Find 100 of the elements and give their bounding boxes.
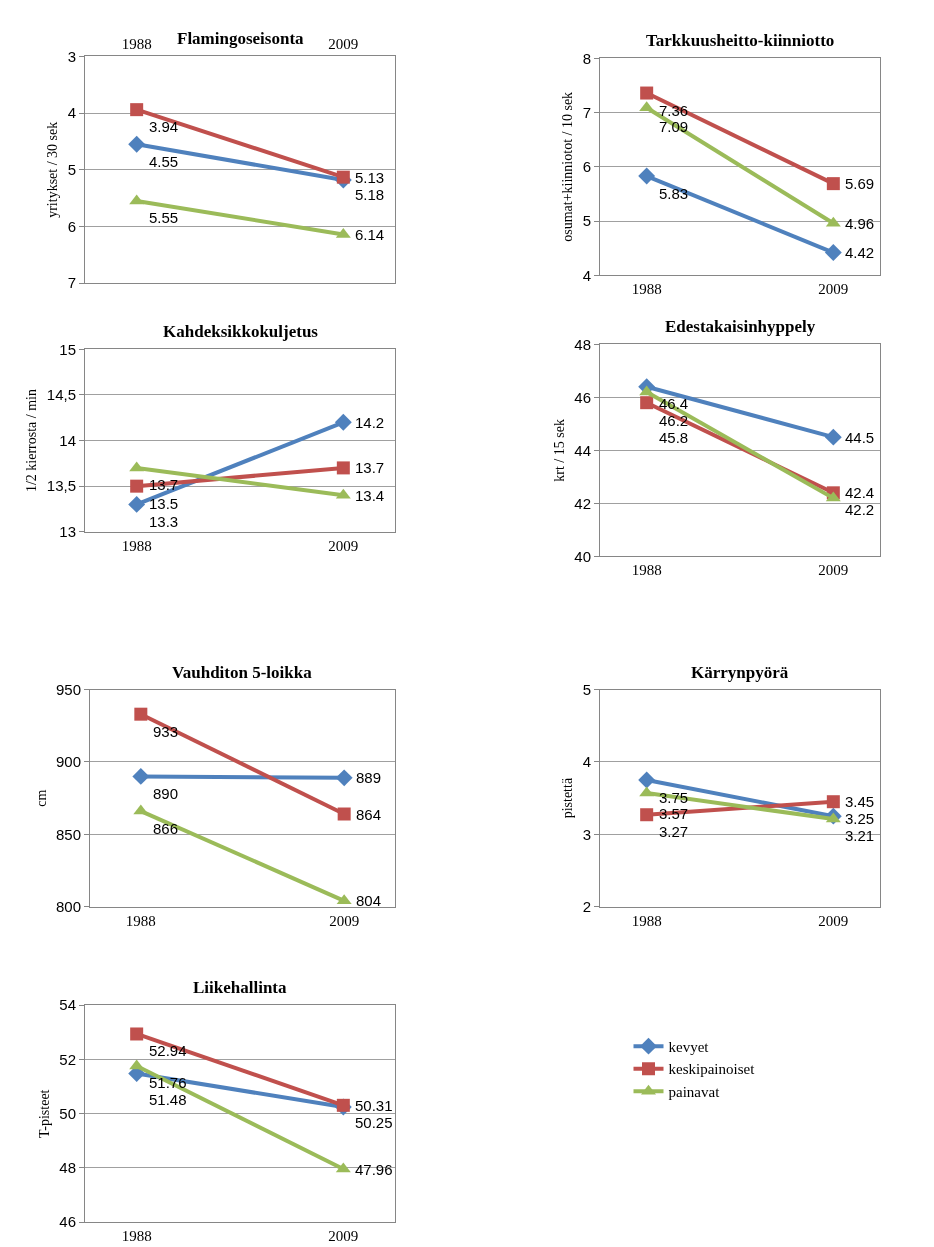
y-tick-label: 13	[59, 523, 76, 541]
y-tick-label: 3	[67, 47, 76, 65]
data-label: 42.4	[845, 484, 875, 501]
y-tick-label: 15	[59, 340, 76, 358]
point	[638, 771, 656, 789]
chart-title: Liikehallinta	[193, 978, 288, 997]
data-label: 4.42	[845, 244, 875, 261]
point	[336, 1098, 350, 1112]
data-label: 890	[153, 785, 179, 802]
y-tick-label: 7	[582, 103, 591, 121]
x-tick-label: 2009	[328, 537, 359, 554]
point	[824, 428, 842, 446]
data-label: 864	[356, 806, 382, 823]
data-label: 5.83	[659, 185, 689, 202]
y-tick-label: 48	[574, 335, 591, 353]
data-label: 933	[153, 723, 179, 740]
y-tick-label: 4	[582, 753, 591, 771]
y-tick-label: 800	[55, 897, 81, 915]
y-tick-label: 4	[582, 266, 591, 284]
x-tick-label: 2009	[818, 281, 849, 298]
data-label: 3.75	[659, 789, 689, 806]
y-tick-label: 6	[67, 217, 76, 235]
data-label: 51.48	[149, 1091, 187, 1108]
y-tick-label: 950	[55, 680, 81, 698]
x-tick-label: 2009	[818, 912, 849, 929]
data-label: 3.21	[845, 827, 875, 844]
y-axis-title: krt / 15 sek	[551, 419, 567, 482]
x-tick-label: 2009	[328, 1228, 359, 1245]
data-label: 4.96	[845, 215, 875, 232]
point	[638, 167, 656, 185]
data-label: 45.8	[659, 429, 689, 446]
x-tick-label: 1988	[121, 1228, 152, 1245]
data-label: 13.5	[149, 495, 179, 512]
data-label: 3.94	[149, 118, 179, 135]
x-tick-label: 1988	[125, 912, 156, 929]
x-tick-label: 2009	[329, 912, 360, 929]
point	[134, 707, 148, 721]
data-label: 50.25	[355, 1114, 393, 1131]
y-axis-title: yritykset / 30 sek	[45, 121, 61, 218]
y-tick-label: 3	[582, 825, 591, 843]
y-tick-label: 44	[574, 441, 591, 459]
y-tick-label: 850	[55, 825, 81, 843]
data-label: 47.96	[355, 1161, 393, 1178]
data-label: 4.55	[149, 153, 179, 170]
y-tick-label: 52	[59, 1050, 76, 1068]
point	[128, 135, 146, 153]
y-tick-label: 5	[582, 212, 591, 230]
data-label: 46.2	[659, 412, 689, 429]
chart-title: Vauhditon 5-loikka	[172, 663, 313, 682]
data-label: 3.27	[659, 823, 689, 840]
data-label: 13.7	[355, 459, 385, 476]
data-label: 5.18	[355, 186, 385, 203]
y-tick-label: 40	[574, 547, 591, 565]
point	[335, 769, 353, 787]
data-label: 52.94	[149, 1042, 187, 1059]
point	[130, 479, 144, 493]
point	[336, 170, 350, 184]
point	[130, 103, 144, 117]
point	[640, 808, 654, 822]
data-label: 866	[153, 820, 179, 837]
y-tick-label: 6	[582, 158, 591, 176]
data-label: 6.14	[355, 226, 385, 243]
legend-label: kevyet	[668, 1038, 710, 1055]
y-tick-label: 50	[59, 1104, 76, 1122]
y-tick-label: 48	[59, 1159, 76, 1177]
y-tick-label: 14	[59, 431, 76, 449]
y-tick-label: 7	[67, 274, 76, 292]
chart-title: Flamingoseisonta	[177, 29, 305, 48]
legend-label: keskipainoiset	[668, 1061, 756, 1078]
point	[128, 495, 146, 513]
y-tick-label: 42	[574, 494, 591, 512]
data-label: 5.69	[845, 175, 875, 192]
y-tick-label: 4	[67, 104, 76, 122]
y-tick-label: 46	[574, 388, 591, 406]
point	[130, 1027, 144, 1041]
data-label: 13.3	[149, 513, 179, 530]
data-label: 3.25	[845, 810, 875, 827]
y-tick-label: 13,5	[46, 477, 76, 495]
y-tick-label: 54	[59, 996, 76, 1014]
y-tick-label: 14,5	[46, 386, 76, 404]
x-tick-label: 1988	[121, 36, 152, 53]
y-axis-title: 1/2 kierrosta / min	[24, 389, 40, 493]
x-tick-label: 1988	[631, 281, 662, 298]
data-label: 804	[356, 892, 382, 909]
y-axis-title: pistettä	[560, 777, 576, 819]
point	[336, 461, 350, 475]
data-label: 889	[356, 769, 382, 786]
point	[826, 795, 840, 809]
point	[826, 177, 840, 191]
chart-title: Kahdeksikkokuljetus	[163, 322, 319, 341]
chart-title: Tarkkuusheitto-kiinniotto	[646, 31, 835, 50]
y-tick-label: 5	[67, 161, 76, 179]
data-label: 42.2	[845, 501, 875, 518]
y-tick-label: 8	[582, 49, 591, 67]
x-tick-label: 1988	[631, 562, 662, 579]
point	[334, 413, 352, 431]
x-tick-label: 2009	[328, 36, 359, 53]
chart-title: Kärrynpyörä	[691, 663, 789, 682]
x-tick-label: 1988	[631, 912, 662, 929]
y-axis-title: T-pisteet	[36, 1089, 52, 1138]
